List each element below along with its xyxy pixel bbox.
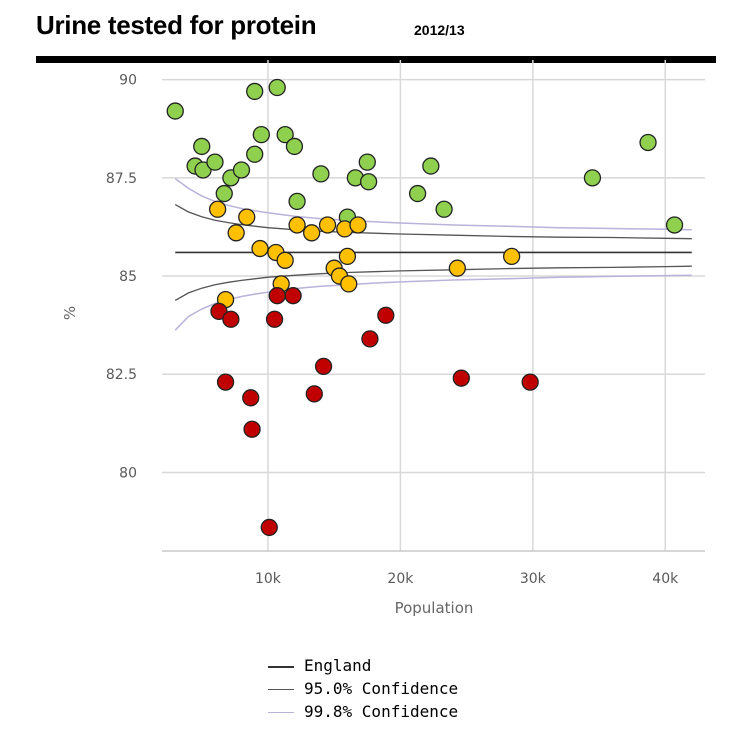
data-point-green bbox=[246, 145, 264, 163]
data-point-green bbox=[215, 184, 233, 203]
data-point-green bbox=[408, 184, 427, 203]
data-point-red bbox=[521, 373, 539, 391]
y-tick-label: 82.5 bbox=[106, 367, 137, 383]
data-point-red bbox=[361, 330, 379, 348]
data-point-red bbox=[243, 420, 261, 438]
data-point-green bbox=[285, 137, 304, 156]
y-tick-label: 90 bbox=[119, 73, 137, 89]
data-point-green bbox=[193, 137, 211, 156]
grid-lines bbox=[162, 60, 705, 551]
ci95-lower-line bbox=[174, 265, 692, 301]
data-point-amber bbox=[318, 216, 337, 234]
reference-lines bbox=[174, 177, 692, 331]
data-point-green bbox=[358, 153, 376, 171]
data-point-amber bbox=[349, 216, 367, 234]
data-point-red bbox=[265, 310, 284, 328]
data-point-green bbox=[232, 161, 251, 179]
y-axis-title: % bbox=[61, 306, 79, 320]
data-point-red bbox=[377, 306, 395, 324]
data-point-green bbox=[288, 192, 306, 211]
data-point-red bbox=[260, 518, 278, 537]
legend-swatch-ci95 bbox=[268, 689, 294, 690]
legend-swatch-england bbox=[268, 666, 294, 668]
data-point-amber bbox=[303, 224, 321, 242]
data-point-red bbox=[242, 389, 260, 407]
data-point-amber bbox=[276, 251, 294, 269]
chart-subtitle: 2012/13 bbox=[414, 22, 465, 38]
data-point-red bbox=[314, 357, 333, 376]
data-point-green bbox=[252, 125, 270, 144]
data-point-green bbox=[665, 216, 684, 234]
data-point-red bbox=[210, 302, 228, 321]
data-point-green bbox=[246, 82, 264, 101]
legend-label-ci95: 95.0% Confidence bbox=[304, 679, 459, 698]
legend-label-ci998: 99.8% Confidence bbox=[304, 702, 459, 721]
data-point-green bbox=[359, 173, 378, 191]
data-point-amber bbox=[448, 259, 466, 277]
data-point-amber bbox=[502, 247, 521, 266]
data-point-green bbox=[583, 169, 602, 187]
y-tick-label: 87.5 bbox=[106, 171, 137, 187]
x-tick-label: 40k bbox=[652, 571, 679, 587]
data-point-green bbox=[194, 161, 212, 179]
y-tick-label: 80 bbox=[119, 465, 137, 481]
data-point-green bbox=[166, 102, 184, 120]
data-point-green bbox=[422, 157, 440, 175]
data-point-red bbox=[268, 287, 286, 305]
data-point-red bbox=[305, 385, 323, 403]
tick-labels: 80 82.5 85 87.5 90 10k 20k 30k 40k bbox=[106, 73, 679, 587]
data-point-green bbox=[639, 133, 657, 152]
x-tick-label: 20k bbox=[387, 571, 414, 587]
data-point-amber bbox=[238, 208, 256, 226]
data-point-green bbox=[276, 125, 294, 144]
data-point-red bbox=[222, 310, 240, 328]
legend-label-england: England bbox=[304, 656, 372, 675]
data-point-green bbox=[435, 200, 453, 218]
data-point-green bbox=[312, 165, 330, 183]
data-point-amber bbox=[227, 224, 245, 242]
x-tick-label: 10k bbox=[255, 571, 282, 587]
data-point-amber bbox=[338, 247, 357, 266]
data-point-amber bbox=[251, 239, 269, 258]
data-point-red bbox=[452, 369, 470, 387]
ci998-lower-line bbox=[174, 274, 692, 331]
data-point-green bbox=[206, 153, 224, 171]
data-point-amber bbox=[288, 216, 306, 234]
legend-swatch-ci998 bbox=[268, 712, 294, 713]
y-tick-label: 85 bbox=[119, 269, 137, 285]
data-point-red bbox=[216, 373, 235, 391]
data-points bbox=[166, 78, 684, 537]
ci95-upper-line bbox=[174, 204, 692, 240]
data-point-amber bbox=[340, 275, 358, 293]
chart-header: Urine tested for protein 2012/13 bbox=[36, 8, 716, 63]
data-point-red bbox=[284, 287, 302, 305]
data-point-green bbox=[268, 78, 286, 97]
x-axis-title: Population bbox=[395, 599, 474, 617]
chart-title: Urine tested for protein bbox=[36, 10, 317, 40]
data-point-amber bbox=[208, 200, 227, 218]
x-tick-label: 30k bbox=[520, 571, 547, 587]
